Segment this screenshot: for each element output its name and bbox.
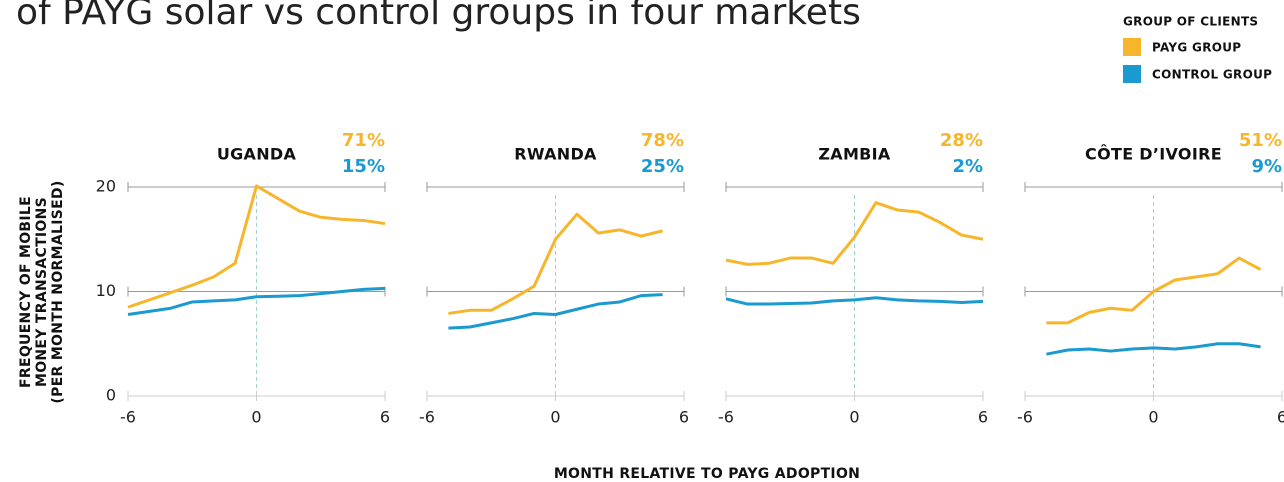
panel-title: CÔTE D’IVOIRE: [1085, 145, 1222, 164]
legend-swatch: [1123, 38, 1141, 56]
x-tick-label: -6: [120, 408, 136, 427]
y-axis-label: FREQUENCY OF MOBILE MONEY TRANSACTIONS (…: [18, 180, 66, 403]
annotation: 71%: [342, 130, 385, 151]
y-label-line: MONEY TRANSACTIONS: [34, 197, 50, 387]
y-label-line: FREQUENCY OF MOBILE: [18, 196, 34, 388]
series-line: [725, 201, 984, 266]
panel-title: UGANDA: [217, 145, 297, 164]
x-tick-label: 6: [679, 408, 689, 427]
panel-title: ZAMBIA: [818, 145, 891, 164]
x-tick-label: 0: [849, 408, 859, 427]
x-tick-label: 6: [978, 408, 988, 427]
series-line: [448, 293, 663, 330]
y-tick-label: 0: [106, 386, 116, 405]
x-tick-label: -6: [718, 408, 734, 427]
annotation: 28%: [940, 130, 983, 151]
x-tick-label: 0: [550, 408, 560, 427]
series-line: [448, 212, 663, 315]
series-line: [1046, 342, 1261, 356]
annotation: 9%: [1251, 156, 1282, 177]
x-tick-label: -6: [1017, 408, 1033, 427]
y-tick-label: 20: [96, 177, 116, 196]
x-tick-label: 6: [1277, 408, 1284, 427]
panel-title: RWANDA: [514, 145, 597, 164]
x-tick-label: 6: [380, 408, 390, 427]
annotation: 2%: [952, 156, 983, 177]
legend-label: CONTROL GROUP: [1152, 68, 1272, 82]
x-tick-label: 0: [1148, 408, 1158, 427]
series-line: [127, 184, 386, 309]
x-axis-label: MONTH RELATIVE TO PAYG ADOPTION: [554, 466, 860, 482]
series-line: [127, 286, 386, 316]
x-tick-label: 0: [251, 408, 261, 427]
series-line: [725, 296, 984, 306]
annotation: 51%: [1239, 130, 1282, 151]
x-tick-label: -6: [419, 408, 435, 427]
legend-title: GROUP OF CLIENTS: [1123, 15, 1258, 29]
y-label-line: (PER MONTH NORMALISED): [50, 180, 66, 403]
y-tick-label: 10: [96, 281, 116, 300]
annotation: 15%: [342, 156, 385, 177]
legend-label: PAYG GROUP: [1152, 41, 1241, 55]
annotation: 78%: [641, 130, 684, 151]
series-line: [1046, 256, 1262, 325]
legend-swatch: [1123, 65, 1141, 83]
chart-title: of PAYG solar vs control groups in four …: [16, 0, 861, 33]
annotation: 25%: [641, 156, 684, 177]
